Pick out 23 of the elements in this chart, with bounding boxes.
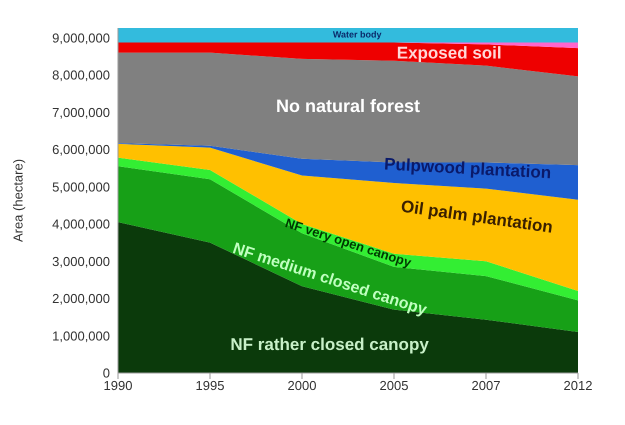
x-tick-label: 2005 <box>380 378 408 394</box>
x-tick-label: 2012 <box>564 378 592 394</box>
series-label: Exposed soil <box>396 43 502 62</box>
y-tick-label: 8,000,000 <box>52 68 110 83</box>
series-label: No natural forest <box>276 96 420 116</box>
series-label: NF rather closed canopy <box>230 334 430 354</box>
x-tick-label: 2007 <box>472 378 500 394</box>
y-axis-title: Area (hectare) <box>10 158 26 242</box>
series-label: Pulpwood plantation <box>384 154 552 182</box>
y-tick-label: 5,000,000 <box>52 179 110 194</box>
series-label: Oil palm plantation <box>400 196 554 237</box>
y-tick-label: 4,000,000 <box>52 216 110 232</box>
y-tick-label: 2,000,000 <box>52 291 110 306</box>
series-label: Water body <box>332 29 382 40</box>
y-tick-label: 0 <box>102 366 110 381</box>
y-tick-label: 1,000,000 <box>52 328 110 344</box>
y-tick-label: 7,000,000 <box>52 104 110 120</box>
x-tick-label: 1990 <box>104 378 132 394</box>
y-tick-label: 3,000,000 <box>52 254 110 269</box>
x-tick-label: 1995 <box>196 378 224 394</box>
x-tick-label: 2000 <box>288 378 316 394</box>
y-tick-label: 6,000,000 <box>52 142 110 158</box>
y-tick-label: 9,000,000 <box>52 30 110 46</box>
